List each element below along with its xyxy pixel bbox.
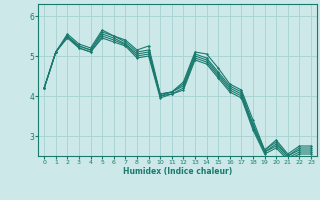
X-axis label: Humidex (Indice chaleur): Humidex (Indice chaleur) <box>123 167 232 176</box>
